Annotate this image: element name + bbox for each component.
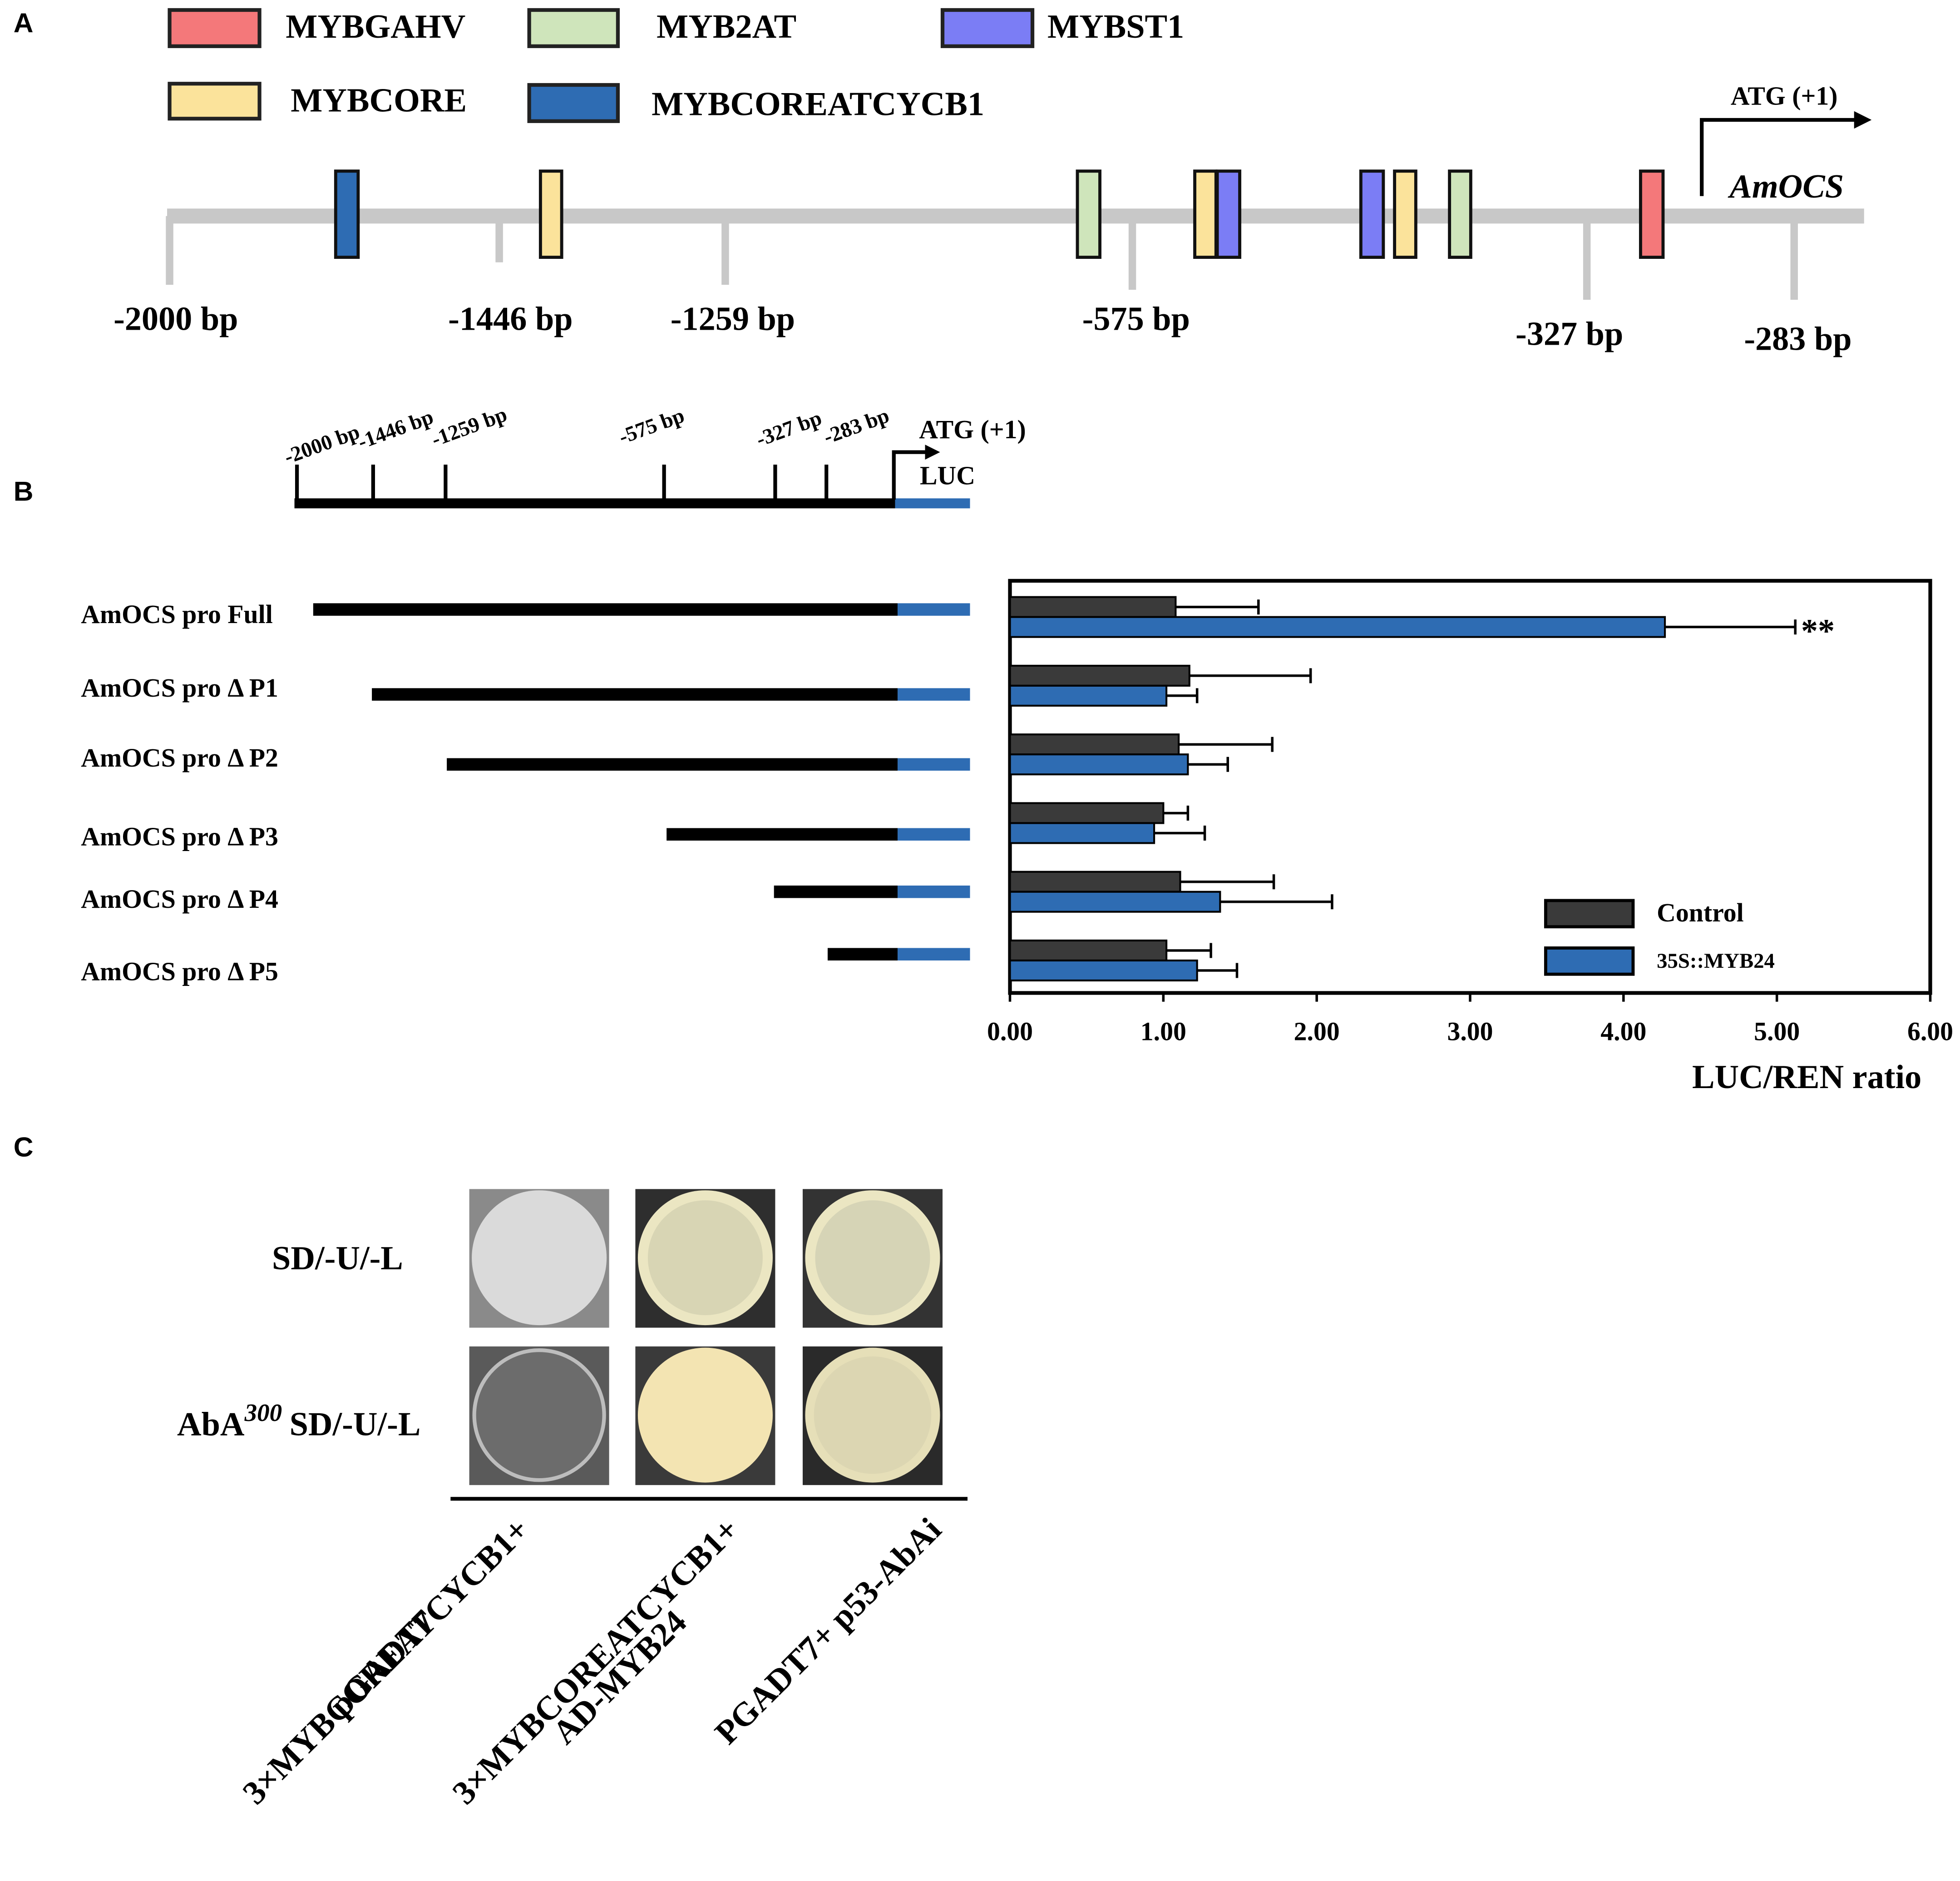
legend-swatch xyxy=(527,83,620,123)
position-label: -1259 bp xyxy=(429,402,510,451)
position-label: -575 bp xyxy=(616,404,687,449)
position-label: -1446 bp xyxy=(355,405,436,454)
x-tick-label: 5.00 xyxy=(1754,1018,1800,1046)
legend-swatch xyxy=(168,82,262,121)
start-label: ATG (+1) xyxy=(919,416,1026,444)
column-label: pGADT7 xyxy=(322,1604,443,1724)
x-tick-label: 0.00 xyxy=(987,1018,1033,1046)
bar xyxy=(1009,684,1168,707)
position-label: -2000 bp xyxy=(114,301,238,338)
arrow-head xyxy=(1854,111,1872,129)
construct-ticks xyxy=(295,465,829,504)
legend-label: MYB2AT xyxy=(657,8,796,45)
row-label: SD/-U/-L xyxy=(272,1240,403,1277)
x-tick-label: 4.00 xyxy=(1600,1018,1646,1046)
category-label: AmOCS pro Δ P1 xyxy=(81,674,278,703)
bar xyxy=(1009,802,1165,824)
position-label: -327 bp xyxy=(1516,316,1623,353)
position-label: -327 bp xyxy=(753,406,825,451)
position-label: -1446 bp xyxy=(448,301,573,338)
x-tick-label: 6.00 xyxy=(1907,1018,1953,1046)
legend-label: 35S::MYB24 xyxy=(1657,949,1775,973)
promoter-ticks xyxy=(166,216,1798,300)
position-label: -1259 bp xyxy=(671,301,795,338)
yeast-plates xyxy=(469,1189,943,1485)
gene-label: AmOCS xyxy=(1728,168,1844,205)
category-label: AmOCS pro Full xyxy=(81,600,272,629)
position-label: -2000 bp xyxy=(281,420,363,469)
legend-swatch xyxy=(1544,946,1635,976)
category-label: AmOCS pro Δ P5 xyxy=(81,958,278,986)
annotation: ** xyxy=(1801,613,1835,650)
row-label: AbA300 SD/-U/-L xyxy=(177,1399,420,1443)
bar-chart: 0.00 1.00 2.00 3.00 4.00 5.00 6.00 LUC/REN rati… xyxy=(81,579,1953,1096)
category-label: AmOCS pro Δ P4 xyxy=(81,885,278,914)
start-arrow xyxy=(892,450,929,500)
position-label: -283 bp xyxy=(820,404,892,449)
x-tick-label: 2.00 xyxy=(1294,1018,1340,1046)
column-label: PGADT7+ p53-AbAi xyxy=(708,1511,948,1752)
bar xyxy=(1009,733,1180,756)
start-label: ATG (+1) xyxy=(1731,82,1838,111)
bar xyxy=(1009,616,1666,638)
motifs xyxy=(334,169,1665,259)
bar xyxy=(1009,822,1155,844)
x-axis-label: LUC/REN ratio xyxy=(1692,1059,1921,1096)
legend-label: MYBCOREATCYCB1 xyxy=(652,86,984,123)
plot-frame xyxy=(1008,579,1932,995)
bar xyxy=(1009,664,1190,687)
start-arrow xyxy=(1700,118,1859,196)
bar xyxy=(1009,596,1177,618)
legend-swatch xyxy=(168,8,262,48)
legend-label: Control xyxy=(1657,899,1743,927)
arrow-head xyxy=(925,445,940,460)
bar xyxy=(1009,959,1198,982)
panel-letter: B xyxy=(14,475,34,506)
bar xyxy=(1009,871,1181,893)
panel-letter: A xyxy=(14,7,34,38)
panel-letter: C xyxy=(14,1131,34,1162)
reporter-label: LUC xyxy=(920,462,975,490)
legend-label: MYBGAHV xyxy=(286,8,465,45)
bar xyxy=(1009,939,1168,962)
category-label: AmOCS pro Δ P3 xyxy=(81,822,278,851)
category-label: AmOCS pro Δ P2 xyxy=(81,744,278,772)
x-tick-label: 1.00 xyxy=(1140,1018,1186,1046)
bar xyxy=(1009,753,1189,776)
legend-swatch xyxy=(1544,899,1635,929)
bar xyxy=(1009,891,1221,913)
legend-label: MYBCORE xyxy=(291,82,467,119)
legend-swatch xyxy=(940,8,1035,48)
x-tick-label: 3.00 xyxy=(1447,1018,1493,1046)
legend-label: MYBST1 xyxy=(1047,8,1184,45)
legend-swatch xyxy=(527,8,620,48)
position-label: -283 bp xyxy=(1744,321,1851,358)
position-label: -575 bp xyxy=(1082,301,1190,338)
